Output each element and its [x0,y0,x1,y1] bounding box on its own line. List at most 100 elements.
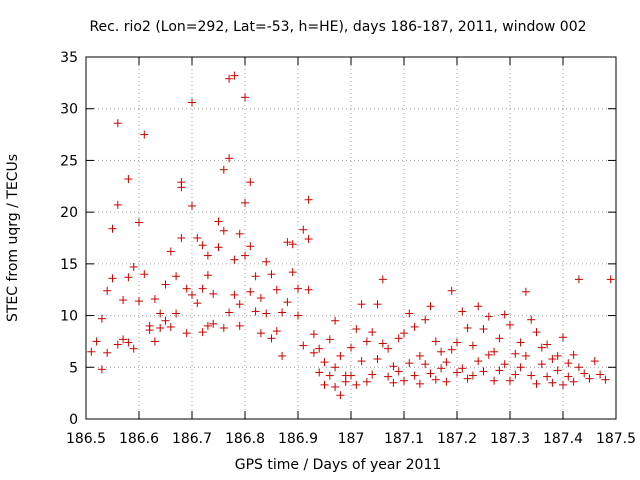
data-point [182,284,191,293]
data-point [559,380,567,389]
data-point [320,380,329,389]
data-point [521,287,530,296]
data-point [135,297,143,306]
data-point [527,315,536,324]
data-point [193,234,202,242]
data-point [585,374,594,383]
data-point [490,347,499,356]
data-point [559,333,567,342]
data-point [357,357,366,366]
data-point [230,71,239,80]
data-point [129,344,138,353]
data-point [320,358,329,367]
data-point [188,98,196,107]
data-point [352,380,361,389]
axis-ticks [85,56,617,420]
data-point [548,355,557,364]
data-point [484,350,493,359]
chart-title: Rec. rio2 (Lon=292, Lat=-53, h=HE), days… [89,19,586,35]
data-point [373,300,382,309]
data-point [304,235,313,244]
data-point [103,286,112,295]
data-point [262,257,271,266]
data-point [278,308,287,317]
data-point [463,323,472,332]
data-point [453,368,461,377]
data-point [537,360,546,369]
y-tick-label: 10 [60,309,78,325]
data-point [129,262,138,271]
x-tick-label: 187.3 [490,431,530,447]
x-tick-label: 187.2 [437,431,477,447]
data-point [447,286,456,295]
data-point [124,273,133,282]
data-point [447,345,456,354]
data-point [569,377,578,386]
data-point [325,335,334,344]
data-point [267,270,276,279]
data-point [400,376,408,385]
data-point [394,367,403,376]
data-point [384,372,393,381]
data-point [479,367,488,376]
x-axis-label: GPS time / Days of year 2011 [235,457,442,473]
data-point [219,226,228,235]
data-point [203,321,212,330]
data-point [304,285,313,294]
data-point [500,360,509,369]
data-point [309,330,318,339]
data-point [474,302,483,311]
data-point [437,364,446,373]
data-point [601,375,610,384]
y-tick-label: 0 [69,412,78,428]
data-point [325,371,334,380]
data-point [124,338,133,347]
data-point [590,357,599,366]
data-point [362,377,371,386]
data-point [119,296,128,305]
data-point [484,312,493,321]
data-point [357,300,366,309]
data-point [389,378,398,387]
data-point [511,349,520,358]
data-point [166,247,175,256]
y-axis-label: STEC from uqrg / TECUs [5,154,21,322]
data-point [150,337,159,346]
data-point [426,302,435,311]
data-point [235,300,244,309]
data-point [92,337,101,346]
y-tick-label: 15 [60,257,78,273]
data-point [564,359,573,368]
data-point [331,316,340,325]
data-point [251,307,260,316]
data-point [394,334,403,343]
data-point [606,275,615,284]
data-point [251,272,260,281]
data-point [283,298,292,307]
data-point [453,338,461,347]
data-point [548,378,557,387]
data-point [172,309,181,318]
y-tick-label: 5 [69,360,78,376]
data-point [389,362,398,371]
data-point [506,376,514,385]
data-point [421,315,430,324]
data-point [97,314,106,323]
data-point [304,195,313,204]
x-tick-label: 186.8 [225,431,265,447]
x-tick-label: 186.5 [66,431,106,447]
data-point [479,325,488,334]
data-point [474,357,483,366]
data-point [315,368,324,377]
data-point [331,363,340,372]
data-point [209,289,218,298]
data-point [113,119,122,128]
data-point [463,374,472,383]
data-point [495,366,504,375]
data-point [468,341,477,350]
data-point [113,340,122,349]
data-point [108,274,117,283]
data-point [119,335,128,344]
data-point [219,323,228,332]
